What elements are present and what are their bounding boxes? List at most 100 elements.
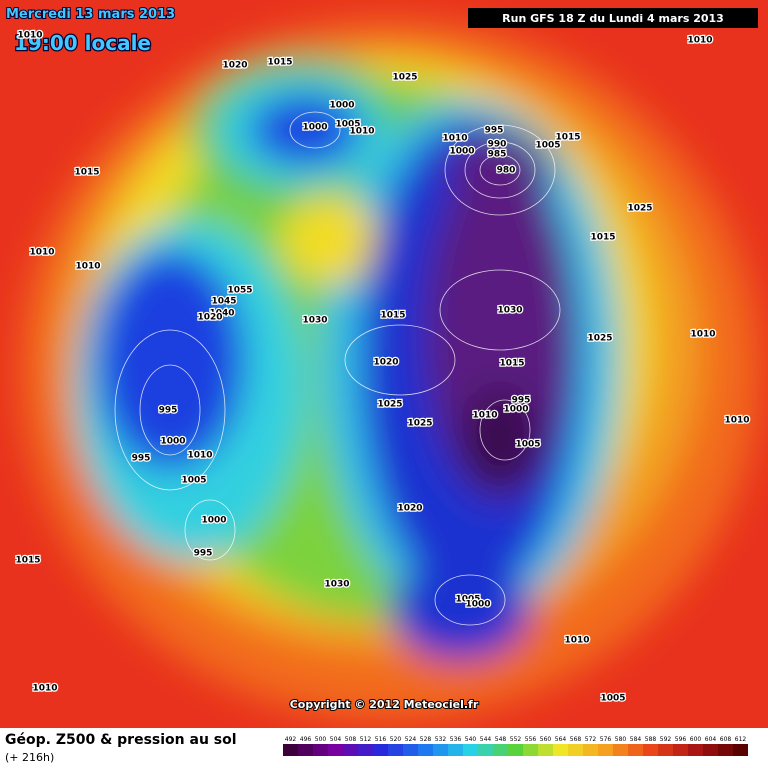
pressure-label: 995 (512, 396, 531, 406)
pressure-label: 1020 (397, 504, 422, 514)
pressure-label: 1010 (472, 411, 497, 421)
pressure-labels: 1010 1020 1015 1025 1010 1000 1000 1005 1010 1010… (14, 29, 751, 705)
colorbar-cell (358, 744, 373, 756)
pressure-label: 1040 (209, 309, 234, 319)
colorbar-tick-label: 612 (735, 736, 747, 743)
colorbar-tick-label: 520 (390, 736, 402, 743)
pressure-label: 995 (485, 126, 504, 136)
pressure-label: 1005 (535, 141, 560, 151)
colorbar-tick-label: 592 (660, 736, 672, 743)
pressure-label: 1010 (32, 684, 57, 694)
forecast-date: Mercredi 13 mars 2013 (6, 7, 175, 22)
pressure-label: 1025 (377, 400, 402, 410)
colorbar-tick-label: 544 (480, 736, 492, 743)
pressure-label: 1015 (590, 233, 615, 243)
pressure-label: 1020 (197, 313, 222, 323)
pressure-label: 1015 (74, 168, 99, 178)
colorbar-cell (643, 744, 658, 756)
forecast-time: 19:00 locale (14, 31, 151, 55)
pressure-label: 1010 (17, 31, 42, 41)
pressure-label: 1055 (227, 286, 252, 296)
colorbar-cell (523, 744, 538, 756)
colorbar-cell (508, 744, 523, 756)
colorbar-tick-label: 528 (420, 736, 432, 743)
pressure-label: 1020 (373, 358, 398, 368)
pressure-label: 1000 (449, 147, 474, 157)
colorbar-cell (538, 744, 553, 756)
pressure-label: 1030 (497, 306, 522, 316)
pressure-label: 1030 (324, 580, 349, 590)
colorbar-cell (733, 744, 748, 756)
pressure-label: 1015 (267, 58, 292, 68)
colorbar-tick-label: 504 (330, 736, 342, 743)
colorbar-tick-label: 516 (375, 736, 387, 743)
colorbar-cell (328, 744, 343, 756)
colorbar-cell (583, 744, 598, 756)
colorbar-cell (298, 744, 313, 756)
colorbar-tick-label: 532 (435, 736, 447, 743)
isobars (114, 111, 561, 626)
pressure-label: 990 (488, 140, 507, 150)
colorbar-tick-label: 556 (525, 736, 537, 743)
pressure-label: 1010 (690, 330, 715, 340)
pressure-label: 1045 (211, 297, 236, 307)
colorbar-tick-label: 548 (495, 736, 507, 743)
field: Run GFS 18 Z du Lundi 4 mars 2013 Mercre… (0, 0, 768, 728)
colorbar-tick-label: 512 (360, 736, 372, 743)
footer-lead: (+ 216h) (5, 751, 54, 764)
colorbar-tick-label: 552 (510, 736, 522, 743)
colorbar-cell (448, 744, 463, 756)
pressure-label: 995 (132, 454, 151, 464)
colorbar-cell (628, 744, 643, 756)
colorbar-tick-label: 524 (405, 736, 417, 743)
pressure-label: 1010 (75, 262, 100, 272)
pressure-label: 1025 (587, 334, 612, 344)
pressure-label: 1015 (499, 359, 524, 369)
colorbar-tick-label: 584 (630, 736, 642, 743)
colorbar-tick-label: 540 (465, 736, 477, 743)
colorbar-tick-label: 536 (450, 736, 462, 743)
pressure-label: 1000 (503, 405, 528, 415)
colorbar-tick-label: 572 (585, 736, 597, 743)
pressure-label: 1020 (222, 61, 247, 71)
pressure-label: 1015 (380, 311, 405, 321)
colorbar-cell (703, 744, 718, 756)
colorbar-tick-label: 492 (285, 736, 297, 743)
colorbar-cell (673, 744, 688, 756)
pressure-label: 1005 (335, 120, 360, 130)
colorbar-tick-label: 608 (720, 736, 732, 743)
pressure-label: 1010 (724, 416, 749, 426)
geopotential-field (20, 20, 760, 720)
colorbar-tick-label: 576 (600, 736, 612, 743)
pressure-label: 1025 (627, 204, 652, 214)
pressure-label: 1000 (201, 516, 226, 526)
pressure-label: 1010 (687, 36, 712, 46)
colorbar-tick-label: 560 (540, 736, 552, 743)
pressure-label: 1000 (302, 123, 327, 133)
pressure-label: 1000 (329, 101, 354, 111)
pressure-label: 985 (488, 150, 507, 160)
colorbar-cell (613, 744, 628, 756)
run-info: Run GFS 18 Z du Lundi 4 mars 2013 (502, 12, 724, 25)
colorbar-tick-label: 564 (555, 736, 567, 743)
colorbar-cell (568, 744, 583, 756)
pressure-label: 1025 (392, 73, 417, 83)
colorbar-cell (418, 744, 433, 756)
pressure-label: 1005 (600, 694, 625, 704)
pressure-label: 1025 (407, 419, 432, 429)
pressure-label: 1010 (187, 451, 212, 461)
pressure-label: 1000 (465, 600, 490, 610)
colorbar-cell (373, 744, 388, 756)
colorbar-tick-label: 496 (300, 736, 312, 743)
colorbar-tick-label: 600 (690, 736, 702, 743)
copyright: Copyright © 2012 Meteociel.fr (290, 698, 479, 711)
pressure-label: 995 (194, 549, 213, 559)
pressure-label: 1010 (564, 636, 589, 646)
colorbar-cell (403, 744, 418, 756)
pressure-label: 1005 (515, 440, 540, 450)
colorbar-cell (493, 744, 508, 756)
colorbar-cell (658, 744, 673, 756)
colorbar-cell (598, 744, 613, 756)
colorbar-tick-label: 588 (645, 736, 657, 743)
colorbar-cell (688, 744, 703, 756)
